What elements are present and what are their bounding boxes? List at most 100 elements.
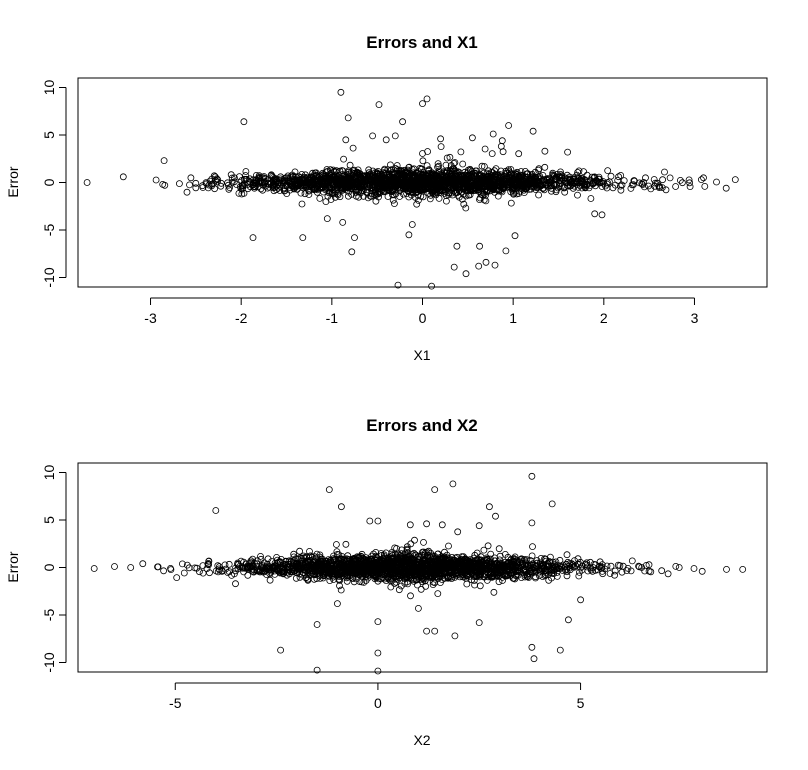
data-point bbox=[530, 655, 538, 663]
data-point bbox=[471, 570, 479, 578]
data-point bbox=[476, 242, 484, 250]
data-point bbox=[566, 560, 574, 567]
data-point bbox=[485, 503, 493, 511]
data-point bbox=[389, 196, 397, 204]
data-point bbox=[533, 557, 541, 564]
data-point bbox=[496, 178, 504, 186]
data-point bbox=[578, 566, 586, 574]
data-point bbox=[369, 568, 376, 576]
data-point bbox=[341, 176, 348, 184]
data-point bbox=[160, 567, 168, 575]
data-point bbox=[535, 572, 543, 579]
data-point bbox=[498, 137, 506, 145]
data-point bbox=[448, 189, 456, 197]
data-point bbox=[686, 183, 694, 191]
data-point bbox=[636, 179, 643, 187]
data-point bbox=[592, 566, 599, 574]
data-point bbox=[390, 200, 398, 208]
data-point bbox=[570, 174, 578, 182]
data-point bbox=[507, 199, 515, 207]
data-point bbox=[455, 567, 463, 575]
data-point bbox=[374, 559, 382, 567]
data-point bbox=[506, 183, 514, 191]
data-point bbox=[230, 174, 238, 182]
data-point bbox=[204, 560, 212, 568]
data-point bbox=[418, 569, 426, 576]
plot-frame bbox=[77, 77, 768, 288]
data-point bbox=[283, 174, 291, 182]
data-point bbox=[369, 558, 377, 565]
data-point bbox=[417, 576, 425, 583]
data-point bbox=[454, 558, 461, 565]
data-point bbox=[713, 178, 720, 186]
data-point bbox=[276, 559, 284, 566]
data-point bbox=[487, 172, 495, 180]
data-point bbox=[588, 173, 596, 181]
data-point bbox=[400, 554, 408, 562]
data-point bbox=[541, 147, 549, 155]
data-point bbox=[407, 188, 415, 196]
data-point bbox=[390, 558, 398, 566]
data-point bbox=[252, 179, 260, 187]
data-point bbox=[410, 556, 418, 564]
data-point bbox=[232, 567, 240, 575]
data-point bbox=[445, 178, 453, 186]
data-point bbox=[382, 136, 390, 144]
data-point bbox=[672, 183, 679, 190]
data-point bbox=[488, 573, 496, 581]
data-point bbox=[311, 169, 319, 177]
data-point bbox=[445, 542, 452, 550]
data-point bbox=[417, 176, 425, 184]
data-point bbox=[351, 234, 358, 242]
data-point bbox=[366, 517, 374, 525]
data-point bbox=[374, 649, 382, 657]
scatter-points bbox=[90, 472, 747, 675]
data-point bbox=[341, 183, 349, 191]
y-tick-label: 0 bbox=[41, 563, 57, 571]
data-point bbox=[269, 176, 277, 184]
data-point bbox=[429, 581, 437, 588]
data-point bbox=[651, 179, 659, 187]
data-point bbox=[484, 542, 492, 550]
data-point bbox=[336, 570, 343, 578]
data-point bbox=[415, 564, 423, 572]
data-point bbox=[583, 559, 591, 567]
data-point bbox=[305, 191, 313, 198]
data-point bbox=[414, 568, 422, 575]
data-point bbox=[511, 553, 519, 561]
data-point bbox=[403, 543, 411, 551]
data-point bbox=[205, 557, 213, 565]
data-point bbox=[491, 564, 499, 572]
data-point bbox=[431, 486, 439, 494]
data-point bbox=[359, 554, 367, 562]
data-point bbox=[419, 157, 427, 165]
data-point bbox=[388, 549, 396, 556]
data-point bbox=[434, 163, 442, 171]
data-point bbox=[277, 569, 285, 576]
data-point bbox=[83, 179, 91, 186]
data-point bbox=[502, 247, 510, 255]
data-point bbox=[658, 184, 666, 192]
y-tick-label: -5 bbox=[41, 224, 57, 237]
data-point bbox=[548, 500, 556, 508]
data-point bbox=[493, 568, 501, 576]
data-point bbox=[556, 646, 564, 654]
data-point bbox=[342, 136, 350, 144]
data-point bbox=[437, 186, 445, 194]
data-point bbox=[478, 162, 486, 170]
data-point bbox=[403, 190, 411, 197]
data-point bbox=[545, 571, 552, 578]
data-point bbox=[307, 552, 314, 560]
data-point bbox=[119, 173, 127, 181]
data-point bbox=[542, 567, 550, 575]
data-point bbox=[476, 564, 484, 571]
data-point bbox=[535, 166, 542, 174]
data-point bbox=[349, 575, 357, 582]
data-point bbox=[492, 512, 499, 520]
data-point bbox=[431, 569, 439, 576]
data-point bbox=[483, 174, 491, 181]
data-point bbox=[492, 165, 500, 173]
data-point bbox=[533, 562, 540, 569]
data-point bbox=[371, 183, 378, 191]
data-point bbox=[443, 154, 451, 162]
